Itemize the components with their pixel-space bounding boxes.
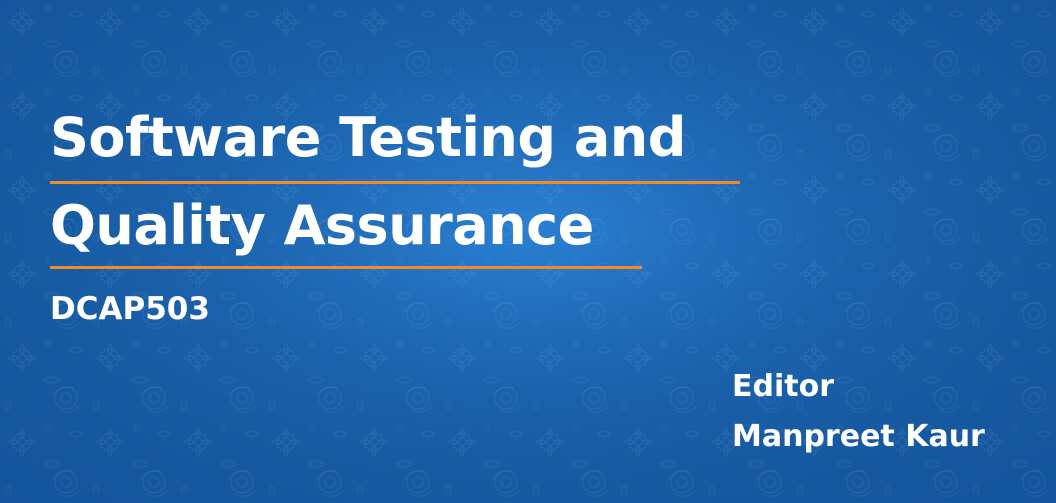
cover-title-line-2: Quality Assurance xyxy=(50,194,594,257)
cover-title-line-1: Software Testing and xyxy=(50,106,686,169)
title-underline-2 xyxy=(50,266,642,269)
editor-name: Manpreet Kaur xyxy=(732,419,985,454)
course-code: DCAP503 xyxy=(50,291,210,327)
title-underline-1 xyxy=(50,181,740,184)
editor-label: Editor xyxy=(732,369,834,404)
